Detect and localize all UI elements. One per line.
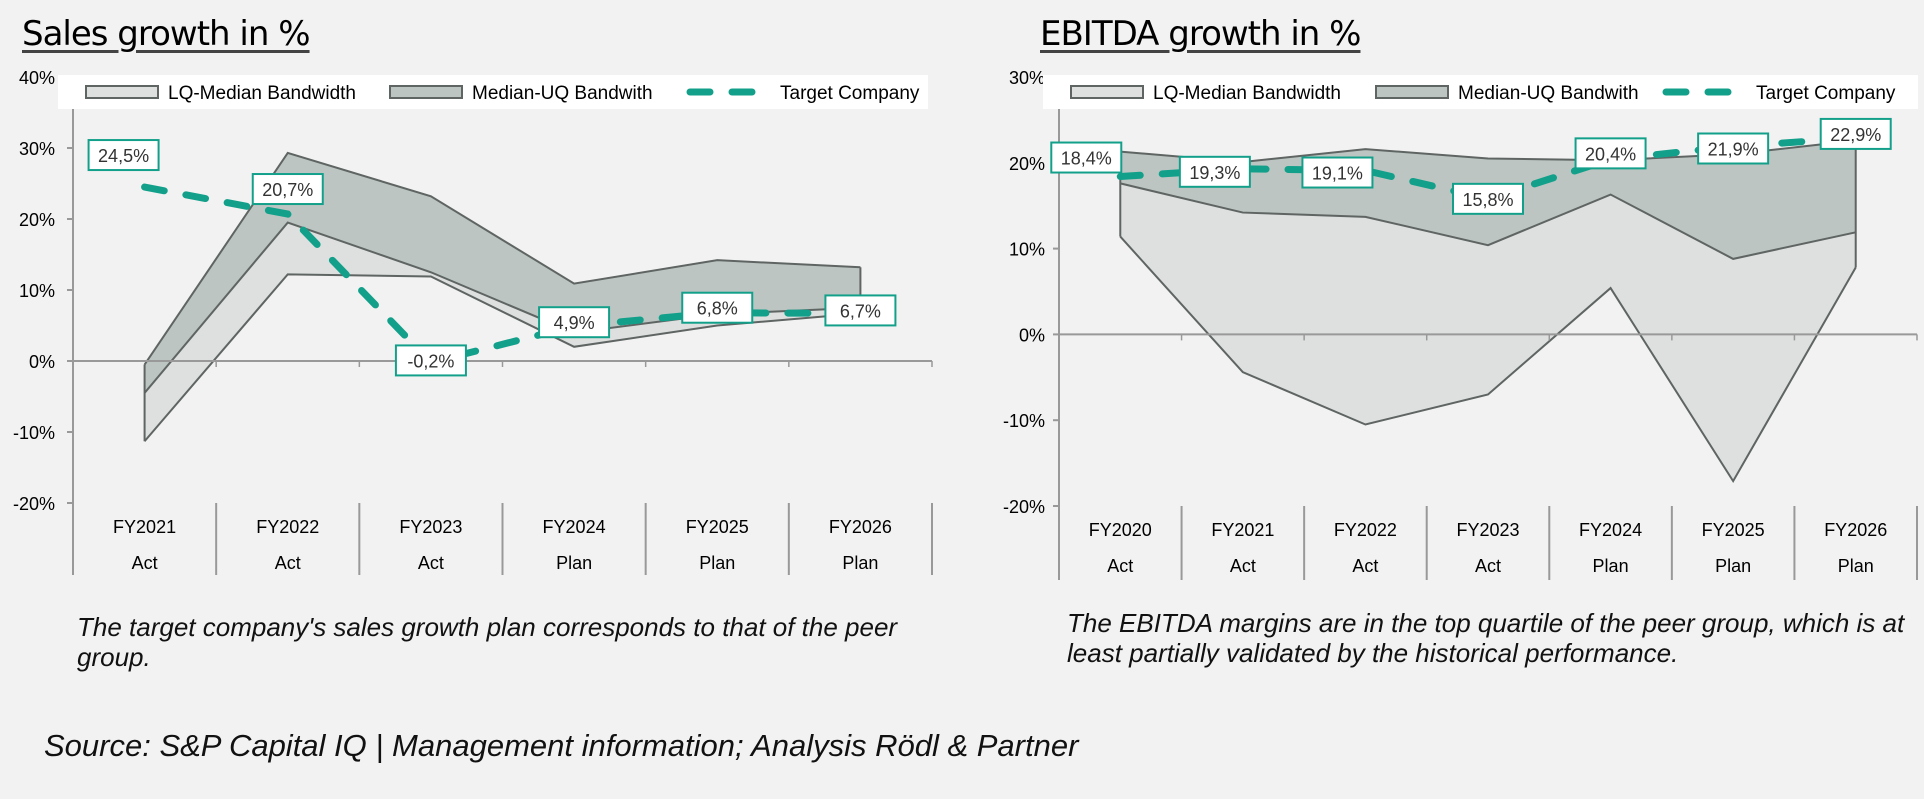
ebitda-lq-median-band [1120,183,1856,482]
sales-category-sublabel: Plan [842,553,878,573]
ebitda-category-sublabel: Act [1475,556,1501,576]
sales-caption: The target company's sales growth plan c… [77,612,898,672]
ebitda-data-label: 21,9% [1708,139,1759,159]
sales-category-label: FY2022 [256,517,319,537]
sales-chart: 40% 30% 20% 10% 0% -10% -20% FY2021 Act FY2022 Act… [13,68,933,575]
ebitda-category-sublabel: Act [1107,556,1133,576]
sales-category-sublabel: Plan [556,553,592,573]
sales-category-label: FY2026 [829,517,892,537]
sales-data-label-box [87,139,160,172]
ebitda-data-label-box [1574,137,1647,170]
sales-y-tick-label: 20% [19,210,55,230]
ebitda-data-label: 19,3% [1189,163,1240,183]
ebitda-legend: LQ-Median Bandwidth Median-UQ Bandwith Tar… [1043,75,1918,109]
sales-data-label-box [824,294,897,327]
ebitda-data-label: 19,1% [1312,164,1363,184]
source-note: Source: S&P Capital IQ | Management info… [44,728,1079,763]
ebitda-data-label-box [1452,182,1524,215]
sales-y-tick-label: -20% [13,494,55,514]
sales-data-label: 4,9% [554,313,595,333]
sales-legend: LQ-Median Bandwidth Median-UQ Bandwith Tar… [58,75,928,109]
sales-data-label-box [538,306,611,339]
sales-data-label-box [681,291,754,324]
sales-y-tick-label: 40% [19,68,55,88]
ebitda-legend-uq-label: Median-UQ Bandwith [1458,83,1639,104]
sales-legend-background [58,75,928,109]
ebitda-data-label-box [1819,117,1892,150]
sales-y-tick-label: 0% [29,352,55,372]
sales-target-company-line [141,183,864,367]
ebitda-category-sublabel: Act [1230,556,1256,576]
sales-category-sublabel: Act [275,553,301,573]
sales-category-label: FY2024 [543,517,606,537]
sales-data-label-box [394,344,467,377]
sales-y-tick-label: -10% [13,423,55,443]
ebitda-category-sublabel: Plan [1593,556,1629,576]
sales-legend-uq-label: Median-UQ Bandwith [472,83,653,104]
ebitda-y-tick-label: 0% [1019,325,1045,345]
sales-data-label: 24,5% [98,146,149,166]
ebitda-legend-lq-swatch [1070,85,1144,99]
sales-data-label: 6,7% [840,301,881,321]
sales-y-tick-label: 10% [19,281,55,301]
ebitda-y-tick-label: 10% [1009,240,1045,260]
ebitda-data-label: 22,9% [1830,125,1881,145]
sales-legend-target-label: Target Company [780,83,920,104]
ebitda-category-label: FY2023 [1456,520,1519,540]
ebitda-data-label: 20,4% [1585,144,1636,164]
ebitda-data-label: 15,8% [1462,190,1513,210]
ebitda-legend-background [1043,75,1918,109]
ebitda-category-sublabel: Plan [1715,556,1751,576]
ebitda-data-label-box [1697,132,1770,165]
ebitda-data-label-box [1050,141,1123,174]
ebitda-legend-lq-label: LQ-Median Bandwidth [1153,83,1341,104]
sales-data-label: -0,2% [407,351,454,371]
ebitda-category-label: FY2026 [1824,520,1887,540]
ebitda-legend-uq-swatch [1375,85,1449,99]
sales-category-label: FY2023 [399,517,462,537]
ebitda-legend-target-label: Target Company [1756,83,1896,104]
ebitda-category-label: FY2022 [1334,520,1397,540]
sales-y-tick-label: 30% [19,139,55,159]
ebitda-category-sublabel: Plan [1838,556,1874,576]
sales-category-sublabel: Plan [699,553,735,573]
sales-legend-lq-swatch [85,85,159,99]
sales-category-label: FY2021 [113,517,176,537]
sales-chart-title: Sales growth in % [22,14,311,54]
ebitda-y-tick-label: -10% [1003,411,1045,431]
ebitda-chart: 30% 20% 10% 0% -10% -20% FY2020 Act FY2021 Act FY2… [1003,68,1918,580]
ebitda-category-label: FY2025 [1702,520,1765,540]
sales-category-sublabel: Act [418,553,444,573]
sales-legend-lq-label: LQ-Median Bandwidth [168,83,356,104]
sales-median-uq-band [144,152,861,393]
sales-legend-uq-swatch [389,85,463,99]
sales-data-label-box [251,173,324,206]
ebitda-y-tick-label: 30% [1009,68,1045,88]
ebitda-median-line [1120,182,1856,260]
ebitda-data-label-box [1178,155,1251,188]
sales-data-label: 6,8% [697,299,738,319]
ebitda-data-label: 18,4% [1061,149,1112,169]
ebitda-category-label: FY2021 [1211,520,1274,540]
ebitda-category-label: FY2020 [1089,520,1152,540]
ebitda-y-tick-label: 20% [1009,154,1045,174]
ebitda-category-label: FY2024 [1579,520,1642,540]
sales-data-label: 20,7% [262,180,313,200]
ebitda-category-sublabel: Act [1352,556,1378,576]
ebitda-y-tick-label: -20% [1003,497,1045,517]
sales-category-label: FY2025 [686,517,749,537]
ebitda-lower-quartile-line [1119,235,1857,484]
ebitda-chart-title: EBITDA growth in % [1040,14,1361,54]
sales-category-sublabel: Act [132,553,158,573]
ebitda-data-label-box [1301,156,1374,189]
ebitda-caption: The EBITDA margins are in the top quarti… [1067,608,1905,668]
